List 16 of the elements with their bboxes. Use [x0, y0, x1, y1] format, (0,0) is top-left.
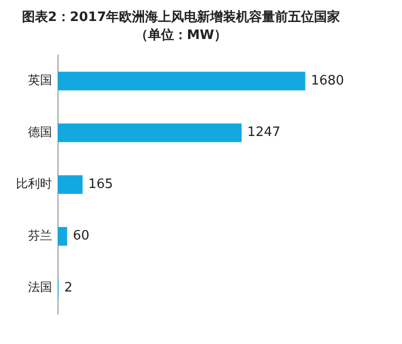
bar — [58, 227, 68, 246]
chart-title: 图表2：2017年欧洲海上风电新增装机容量前五位国家 — [22, 9, 340, 26]
bar — [58, 72, 306, 90]
y-tick-label: 比利时 — [16, 176, 52, 191]
y-tick-label: 芬兰 — [28, 228, 52, 242]
data-label: 2 — [64, 280, 73, 296]
y-tick-label: 法国 — [28, 280, 52, 294]
bar — [58, 175, 83, 194]
data-label: 60 — [72, 228, 90, 244]
chart-subtitle: （单位：MW） — [134, 26, 228, 43]
y-tick-label: 英国 — [28, 73, 52, 88]
bar — [58, 124, 242, 142]
data-label: 1247 — [247, 125, 280, 140]
data-label: 165 — [88, 176, 114, 192]
y-tick-label: 德国 — [28, 124, 52, 139]
data-label: 1680 — [310, 73, 344, 88]
